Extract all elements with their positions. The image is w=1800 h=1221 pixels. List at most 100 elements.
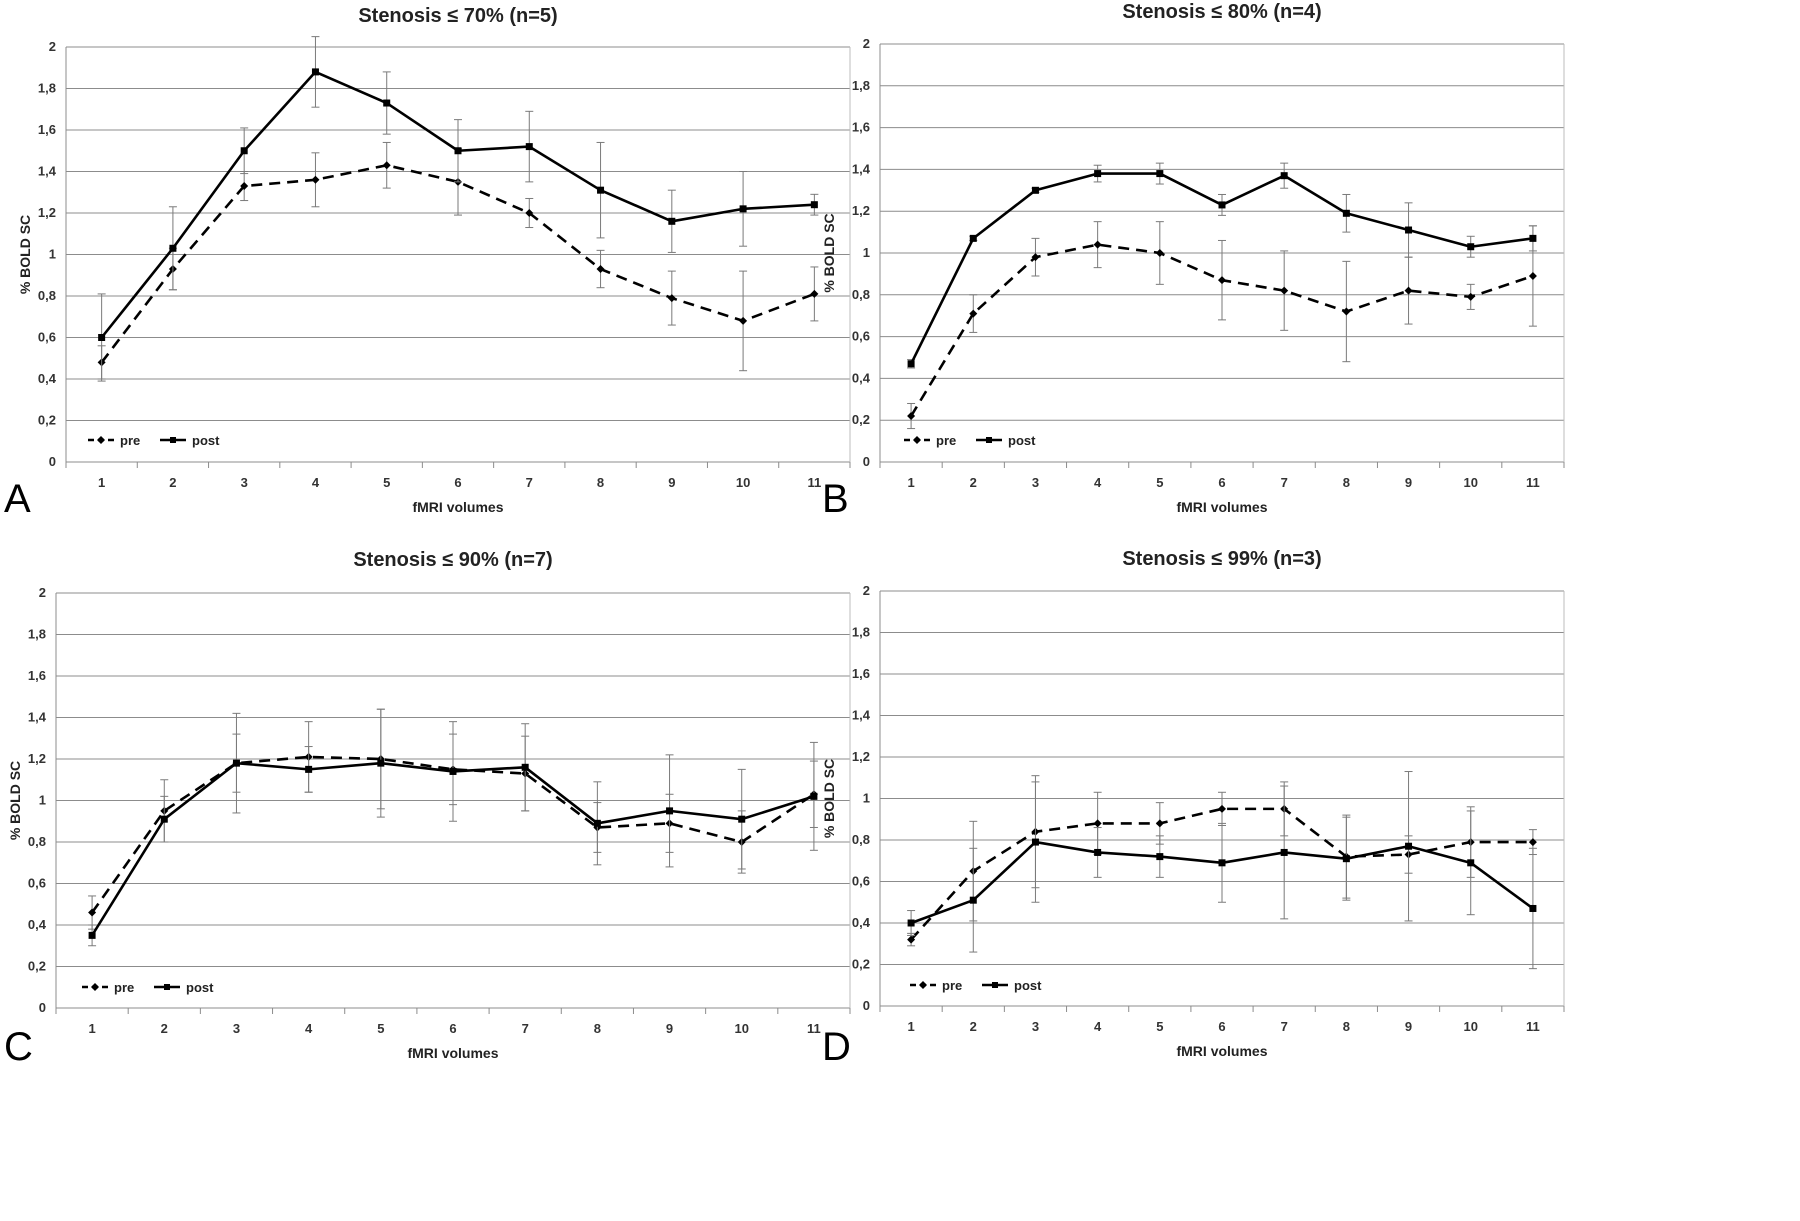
data-point bbox=[1155, 819, 1164, 828]
y-tick-label: 0,2 bbox=[852, 957, 870, 972]
data-point bbox=[311, 68, 319, 76]
data-point bbox=[525, 143, 533, 151]
data-point bbox=[521, 763, 529, 771]
y-tick-label: 1,6 bbox=[852, 120, 870, 135]
series-post bbox=[907, 771, 1537, 970]
y-tick-label: 1,6 bbox=[28, 668, 46, 683]
data-point bbox=[1404, 286, 1413, 295]
legend: pre post bbox=[910, 978, 1042, 993]
y-axis-label: % BOLD SC bbox=[821, 759, 837, 838]
x-tick-label: 9 bbox=[1405, 475, 1412, 490]
x-tick-label: 6 bbox=[1218, 475, 1225, 490]
y-tick-label: 1,2 bbox=[38, 205, 56, 220]
y-tick-label: 1,8 bbox=[28, 627, 46, 642]
legend-label-pre: pre bbox=[936, 433, 956, 448]
legend: pre post bbox=[88, 433, 220, 448]
data-point bbox=[810, 289, 819, 298]
legend-marker bbox=[992, 982, 998, 988]
data-point bbox=[169, 244, 177, 252]
data-point bbox=[449, 767, 457, 775]
data-point bbox=[596, 265, 605, 274]
legend-marker bbox=[97, 436, 105, 444]
legend-label-post: post bbox=[1014, 978, 1042, 993]
y-tick-label: 1 bbox=[49, 247, 56, 262]
y-tick-label: 0 bbox=[863, 454, 870, 469]
y-tick-label: 1 bbox=[39, 793, 46, 808]
x-tick-label: 4 bbox=[312, 475, 320, 490]
data-point bbox=[1155, 249, 1164, 257]
y-tick-label: 2 bbox=[39, 585, 46, 600]
data-point bbox=[1218, 201, 1226, 209]
data-point bbox=[907, 935, 916, 944]
y-tick-label: 1 bbox=[863, 791, 870, 806]
data-point bbox=[240, 182, 249, 191]
data-point bbox=[1529, 904, 1537, 912]
x-axis-label: fMRI volumes bbox=[412, 499, 503, 515]
x-tick-label: 5 bbox=[1156, 1019, 1163, 1034]
data-point bbox=[597, 186, 605, 194]
x-tick-label: 1 bbox=[907, 1019, 914, 1034]
series-post bbox=[97, 36, 819, 382]
legend-marker bbox=[91, 983, 99, 991]
data-point bbox=[240, 147, 248, 155]
x-tick-label: 7 bbox=[522, 1021, 529, 1036]
legend-label-post: post bbox=[186, 980, 214, 995]
x-tick-label: 11 bbox=[1526, 475, 1540, 490]
y-tick-label: 1 bbox=[863, 245, 870, 260]
chart-panel-b: 0 0,2 0,4 0,6 0,8 1 1,2 1,4 1,6 1,8 2 1 2 3 4 5 6 7 8 9 10 11… bbox=[821, 1, 1565, 521]
legend-marker bbox=[170, 437, 176, 443]
data-point bbox=[969, 234, 977, 242]
y-tick-label: 1,4 bbox=[852, 161, 871, 176]
y-tick-label: 2 bbox=[863, 583, 870, 598]
panel-letter: D bbox=[822, 1025, 851, 1069]
data-point bbox=[739, 205, 747, 213]
data-point bbox=[88, 931, 96, 939]
data-point bbox=[88, 908, 97, 917]
x-tick-label: 11 bbox=[1526, 1019, 1540, 1034]
data-point bbox=[1031, 186, 1039, 194]
series-pre bbox=[907, 221, 1537, 430]
data-point bbox=[311, 175, 320, 184]
y-tick-label: 0 bbox=[39, 1000, 46, 1015]
data-point bbox=[738, 815, 746, 823]
y-axis-label: % BOLD SC bbox=[821, 213, 837, 292]
series-post bbox=[88, 708, 818, 947]
data-point bbox=[810, 201, 818, 209]
data-point bbox=[667, 294, 676, 303]
y-tick-label: 0,4 bbox=[28, 917, 47, 932]
data-point bbox=[1218, 804, 1226, 813]
x-tick-label: 9 bbox=[668, 475, 675, 490]
panel-letter: C bbox=[4, 1025, 33, 1069]
x-tick-label: 7 bbox=[1281, 1019, 1288, 1034]
y-tick-label: 0,4 bbox=[852, 915, 871, 930]
data-point bbox=[1467, 859, 1475, 867]
series-line-pre bbox=[91, 755, 815, 914]
data-point bbox=[1466, 292, 1475, 301]
data-point bbox=[1405, 226, 1413, 234]
y-axis-label: % BOLD SC bbox=[17, 215, 33, 294]
chart-panel-c: 0 0,2 0,4 0,6 0,8 1 1,2 1,4 1,6 1,8 2 1 2 3 4 5 6 7 8 9 10 11… bbox=[4, 549, 851, 1069]
x-tick-label: 10 bbox=[1463, 1019, 1477, 1034]
y-tick-label: 0,4 bbox=[852, 370, 871, 385]
series-line-pre bbox=[100, 163, 815, 364]
data-point bbox=[525, 209, 534, 217]
data-point bbox=[1342, 307, 1351, 316]
panel-letter: B bbox=[822, 477, 849, 521]
x-tick-label: 2 bbox=[970, 475, 977, 490]
y-tick-label: 0,2 bbox=[28, 959, 46, 974]
x-tick-label: 4 bbox=[1094, 475, 1102, 490]
y-tick-label: 0,8 bbox=[852, 287, 870, 302]
x-tick-label: 11 bbox=[807, 475, 821, 490]
chart-title: Stenosis ≤ 90% (n=7) bbox=[353, 549, 552, 571]
y-tick-label: 0,8 bbox=[38, 288, 56, 303]
data-point bbox=[1467, 243, 1475, 251]
data-point bbox=[1342, 209, 1350, 217]
x-tick-label: 8 bbox=[597, 475, 604, 490]
x-tick-label: 4 bbox=[305, 1021, 313, 1036]
x-tick-label: 1 bbox=[98, 475, 105, 490]
y-tick-label: 2 bbox=[49, 39, 56, 54]
chart-title: Stenosis ≤ 70% (n=5) bbox=[358, 5, 557, 27]
data-point bbox=[98, 334, 106, 341]
y-tick-label: 2 bbox=[863, 36, 870, 51]
